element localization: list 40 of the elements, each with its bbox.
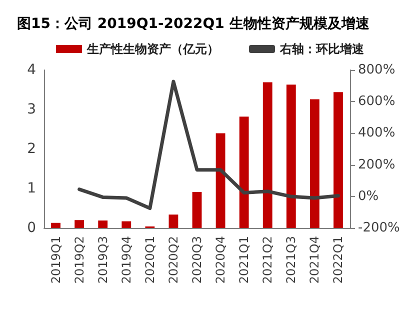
- y2-tick-label: 800%: [358, 62, 396, 78]
- y2-tick-label: 0%: [358, 188, 379, 204]
- y2-tick-label: -200%: [358, 220, 400, 236]
- bar: [98, 220, 108, 228]
- y-tick-label: 0: [27, 220, 36, 236]
- x-tick-label: 2021Q4: [308, 236, 322, 284]
- x-tick-label: 2022Q1: [331, 236, 346, 284]
- bar: [122, 221, 132, 228]
- x-tick-label: 2019Q4: [119, 236, 134, 284]
- bar: [286, 84, 296, 228]
- y2-tick-label: 200%: [358, 157, 396, 172]
- bar: [216, 133, 226, 228]
- x-tick-label: 2021Q2: [260, 236, 275, 284]
- y-tick-label: 3: [27, 102, 36, 118]
- y2-tick-label: 600%: [358, 94, 396, 110]
- x-tick-label: 2020Q1: [142, 236, 157, 284]
- bar: [310, 99, 320, 228]
- x-tick-label: 2020Q3: [190, 236, 204, 284]
- line-series: [78, 80, 340, 210]
- chart-title: 图15：公司 2019Q1-2022Q1 生物性资产规模及增速: [17, 15, 370, 32]
- bar: [192, 192, 202, 228]
- bar: [51, 222, 60, 228]
- x-tick-label: 2020Q2: [166, 236, 180, 284]
- x-tick-label: 2019Q1: [48, 236, 63, 284]
- y-tick-label: 1: [27, 180, 36, 196]
- bar: [262, 82, 272, 228]
- y-tick-label: 2: [27, 141, 36, 157]
- x-tick-label: 2019Q3: [96, 236, 110, 284]
- bar: [168, 214, 178, 228]
- bar: [74, 220, 84, 228]
- x-tick-label: 2021Q1: [237, 236, 252, 284]
- x-tick-label: 2021Q3: [284, 236, 298, 284]
- legend-label: 右轴：环比增速: [279, 42, 365, 56]
- y-tick-label: 4: [27, 62, 36, 78]
- x-tick-label: 2020Q4: [214, 236, 228, 284]
- y2-tick-label: 400%: [358, 126, 396, 141]
- bar: [239, 116, 249, 228]
- bar: [334, 92, 343, 228]
- legend-label: 生产性生物资产（亿元）: [86, 42, 219, 56]
- x-tick-label: 2019Q2: [72, 236, 86, 284]
